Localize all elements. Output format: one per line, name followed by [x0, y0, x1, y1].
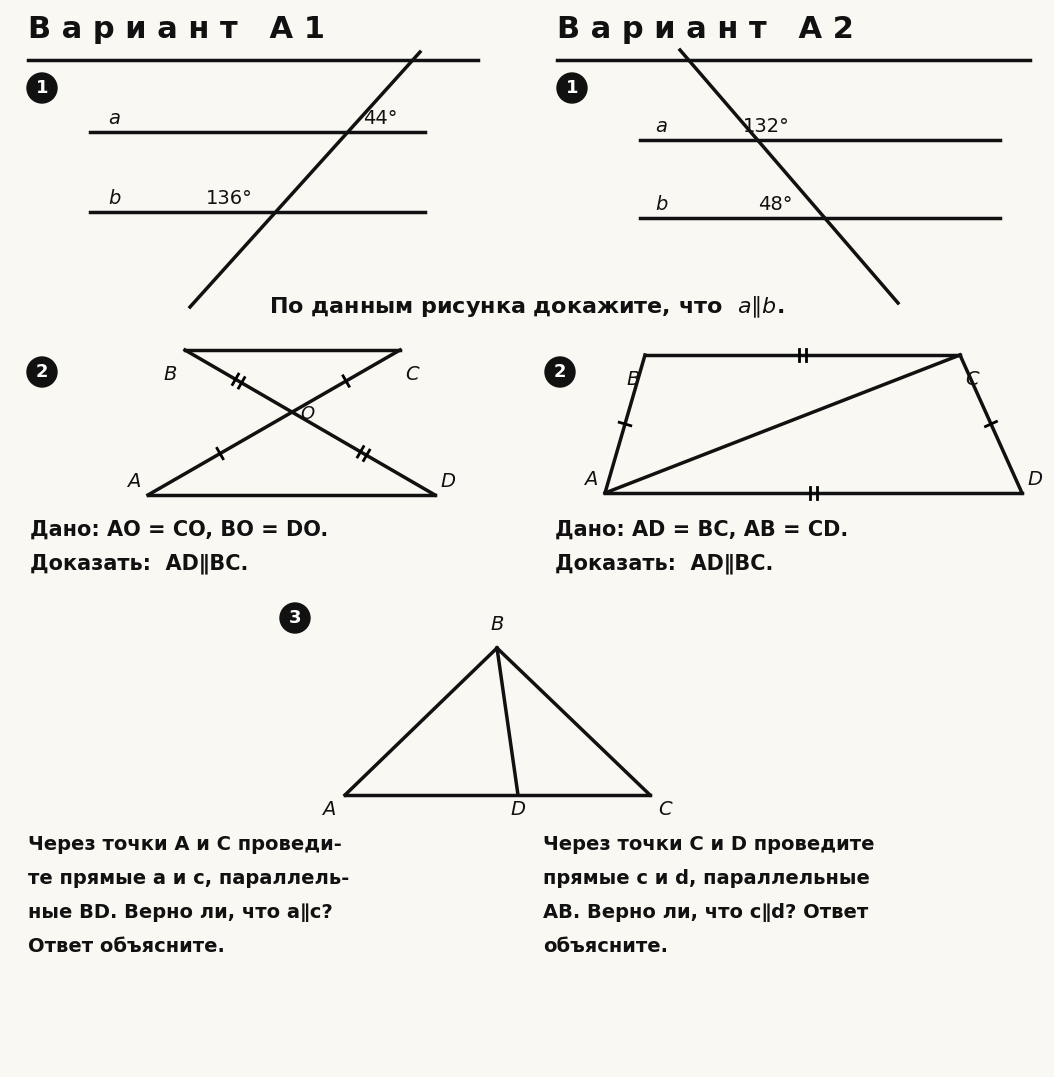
- Text: Доказать:  AD∥BC.: Доказать: AD∥BC.: [30, 553, 249, 574]
- Text: Через точки A и C проведи-: Через точки A и C проведи-: [28, 835, 341, 854]
- Text: Ответ объясните.: Ответ объясните.: [28, 937, 225, 956]
- Text: ные BD. Верно ли, что a∥c?: ные BD. Верно ли, что a∥c?: [28, 903, 333, 922]
- Text: 136°: 136°: [206, 188, 253, 208]
- Text: те прямые a и c, параллель-: те прямые a и c, параллель-: [28, 869, 349, 889]
- Text: По данным рисунка докажите, что  $a∥b$.: По данным рисунка докажите, что $a∥b$.: [270, 295, 784, 320]
- Text: AB. Верно ли, что c∥d? Ответ: AB. Верно ли, что c∥d? Ответ: [543, 903, 868, 922]
- Text: 1: 1: [566, 79, 579, 97]
- Text: B: B: [163, 365, 177, 384]
- Text: O: O: [300, 405, 314, 423]
- Text: b: b: [655, 195, 667, 214]
- Text: a: a: [655, 117, 667, 136]
- Circle shape: [27, 73, 57, 103]
- Text: C: C: [405, 365, 418, 384]
- Circle shape: [280, 603, 310, 633]
- Text: 48°: 48°: [758, 195, 793, 214]
- Text: A: A: [321, 800, 335, 819]
- Text: 3: 3: [289, 609, 301, 627]
- Text: 2: 2: [553, 363, 566, 381]
- Text: a: a: [108, 109, 120, 128]
- Text: 44°: 44°: [363, 109, 397, 128]
- Text: Дано: AD = BC, AB = CD.: Дано: AD = BC, AB = CD.: [555, 520, 848, 540]
- Text: D: D: [510, 800, 526, 819]
- Text: D: D: [1027, 470, 1042, 489]
- Text: B: B: [627, 370, 640, 389]
- Text: Через точки C и D проведите: Через точки C и D проведите: [543, 835, 875, 854]
- Text: A: A: [126, 472, 140, 491]
- Circle shape: [27, 356, 57, 387]
- Text: C: C: [658, 800, 671, 819]
- Text: B: B: [490, 615, 504, 634]
- Text: 2: 2: [36, 363, 48, 381]
- Text: объясните.: объясните.: [543, 937, 668, 956]
- Text: b: b: [108, 188, 120, 208]
- Text: Дано: AO = CO, BO = DO.: Дано: AO = CO, BO = DO.: [30, 520, 328, 540]
- Text: 132°: 132°: [743, 117, 789, 136]
- Circle shape: [557, 73, 587, 103]
- Text: В а р и а н т   А 2: В а р и а н т А 2: [557, 15, 854, 44]
- Text: прямые c и d, параллельные: прямые c и d, параллельные: [543, 869, 870, 889]
- Text: D: D: [440, 472, 455, 491]
- Text: A: A: [584, 470, 597, 489]
- Circle shape: [545, 356, 575, 387]
- Text: Доказать:  AD∥BC.: Доказать: AD∥BC.: [555, 553, 774, 574]
- Text: 1: 1: [36, 79, 48, 97]
- Text: В а р и а н т   А 1: В а р и а н т А 1: [28, 15, 325, 44]
- Text: C: C: [965, 370, 978, 389]
